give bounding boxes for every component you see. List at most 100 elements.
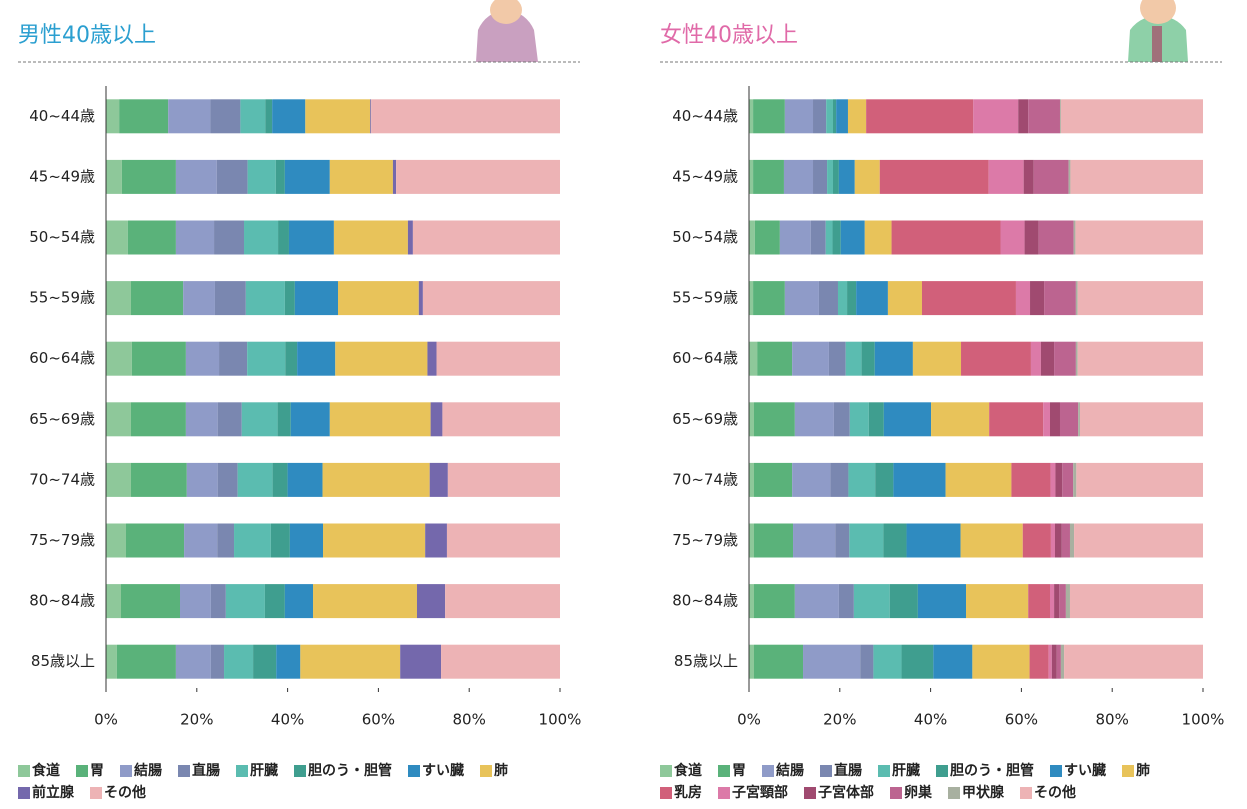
male-icon [476, 0, 538, 62]
bar-segment [242, 402, 278, 436]
x-tick-label: 40% [914, 711, 947, 729]
bar-segment [830, 463, 848, 497]
bar-segment [1078, 402, 1080, 436]
bar-segment [826, 221, 833, 255]
bar-segment [833, 99, 836, 133]
bar-segment [289, 221, 334, 255]
x-tick-label: 80% [453, 711, 486, 729]
bar-segment [323, 463, 430, 497]
bar-segment [1031, 342, 1041, 376]
bar-segment [219, 342, 247, 376]
legend-label: 直腸 [192, 762, 220, 779]
bar-segment [106, 99, 119, 133]
bar-segment [330, 160, 393, 194]
bar-segment [1025, 221, 1039, 255]
bar-segment [431, 402, 443, 436]
bar-segment [848, 463, 875, 497]
bar-segment [400, 645, 441, 679]
bar-segment [441, 645, 560, 679]
bar-segment [1016, 281, 1030, 315]
bar-segment [1039, 221, 1074, 255]
bar-segment [1070, 524, 1074, 558]
bar-segment [813, 160, 827, 194]
bar-segment [1028, 99, 1060, 133]
bar-segment [846, 342, 862, 376]
bar-segment [913, 342, 961, 376]
y-tick-label: 40~44歳 [29, 107, 95, 125]
bar-segment [989, 160, 1024, 194]
bar-segment [836, 99, 848, 133]
y-tick-label: 70~74歳 [672, 470, 738, 488]
legend-swatch [1122, 765, 1134, 777]
bar-segment [854, 584, 890, 618]
bar-segment [305, 99, 370, 133]
bar-segment [1050, 402, 1060, 436]
bar-segment [168, 99, 210, 133]
legend-label: 胆のう・胆管 [950, 762, 1034, 779]
legend-label: 胃 [90, 763, 104, 779]
bar-segment [931, 402, 989, 436]
bar-segment [795, 402, 834, 436]
bar-segment [1060, 99, 1061, 133]
legend-swatch [762, 765, 774, 777]
bar-segment [211, 645, 224, 679]
bar-segment [295, 281, 338, 315]
bar-segment [106, 645, 117, 679]
bar-segment [749, 524, 754, 558]
bar-segment [819, 281, 838, 315]
legend-swatch [18, 765, 30, 777]
bar-segment [176, 160, 217, 194]
bar-segment [1052, 645, 1057, 679]
y-tick-label: 55~59歳 [672, 289, 738, 307]
x-tick-label: 0% [737, 711, 761, 729]
bar-segment [122, 160, 176, 194]
bar-segment [334, 221, 408, 255]
legend-label: 結腸 [776, 762, 804, 779]
bar-segment [106, 221, 128, 255]
legend-label: 直腸 [834, 762, 862, 779]
bar-segment [176, 221, 214, 255]
bar-segment [869, 402, 884, 436]
legend-swatch [878, 765, 890, 777]
bar-segment [417, 584, 445, 618]
bar-segment [1074, 524, 1203, 558]
bar-segment [1061, 99, 1203, 133]
bar-segment [749, 463, 754, 497]
bar-segment [244, 221, 278, 255]
bar-segment [1057, 645, 1061, 679]
bar-segment [966, 584, 1028, 618]
bar-segment [106, 160, 122, 194]
legend-label: 卵巣 [904, 784, 933, 801]
bar-segment [1018, 99, 1028, 133]
legend-swatch [120, 765, 132, 777]
bar-segment [754, 463, 792, 497]
bar-segment [1076, 342, 1078, 376]
bar-segment [448, 463, 560, 497]
bar-segment [753, 99, 785, 133]
bar-segment [849, 524, 883, 558]
bar-segment [186, 342, 219, 376]
bar-segment [873, 645, 901, 679]
legend-swatch [660, 765, 672, 777]
x-tick-label: 40% [271, 711, 304, 729]
bar-segment [285, 281, 295, 315]
bar-segment [856, 281, 888, 315]
y-tick-label: 45~49歳 [29, 167, 95, 185]
bar-segment [238, 463, 273, 497]
bar-segment [271, 524, 290, 558]
legend-label: すい臓 [1064, 762, 1106, 779]
y-tick-label: 85歳以上 [674, 652, 738, 670]
bar-segment [246, 281, 285, 315]
y-tick-label: 50~54歳 [672, 228, 738, 246]
legend-swatch [804, 787, 816, 799]
bar-segment [1064, 645, 1203, 679]
bar-segment [393, 160, 396, 194]
bar-segment [214, 221, 244, 255]
bar-segment [224, 645, 253, 679]
bar-segment [176, 645, 211, 679]
bar-segment [106, 584, 121, 618]
bar-segment [792, 463, 830, 497]
bar-segment [218, 402, 242, 436]
legend-label: 子宮頸部 [732, 784, 788, 801]
bar-segment [121, 584, 180, 618]
